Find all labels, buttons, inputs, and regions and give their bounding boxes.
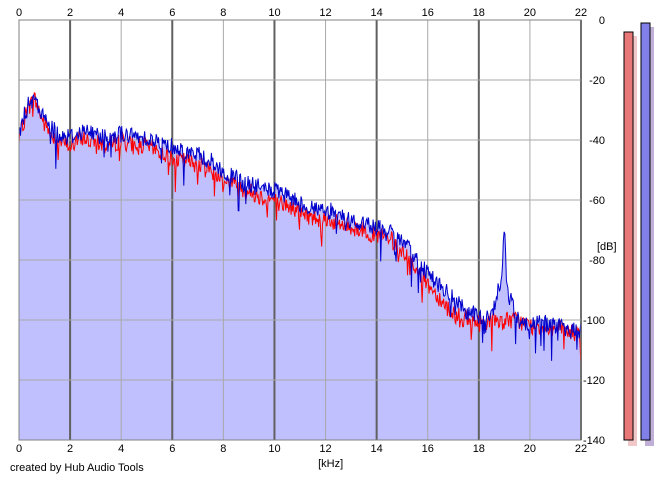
x-tick-label: 16 — [422, 443, 434, 455]
series-left-line — [18, 91, 582, 361]
y-tick-label: -40 — [589, 135, 605, 147]
spectrum-fill-area — [19, 92, 581, 441]
x-tick-label: 20 — [524, 7, 536, 19]
x-tick-label: 6 — [169, 443, 175, 455]
x-tick-label: 16 — [422, 7, 434, 19]
y-tick-label: -100 — [583, 315, 605, 327]
y-tick-label: 0 — [599, 15, 605, 27]
x-tick-label: 10 — [268, 443, 280, 455]
x-tick-label: 18 — [473, 7, 485, 19]
y-tick-label: -20 — [589, 75, 605, 87]
y-tick-label: -120 — [583, 375, 605, 387]
x-tick-label: 22 — [575, 443, 587, 455]
x-tick-label: 2 — [67, 7, 73, 19]
x-tick-label: 14 — [371, 443, 383, 455]
series-right-line — [18, 93, 582, 361]
x-tick-label: 22 — [575, 7, 587, 19]
x-tick-label: 0 — [16, 7, 22, 19]
x-tick-label: 6 — [169, 7, 175, 19]
x-tick-label: 2 — [67, 443, 73, 455]
x-tick-label: 12 — [319, 443, 331, 455]
y-tick-label: -60 — [589, 195, 605, 207]
x-axis-label: [kHz] — [318, 458, 343, 470]
y-axis-label: [dB] — [597, 241, 617, 253]
x-tick-label: 12 — [319, 7, 331, 19]
plot-border — [18, 19, 582, 441]
x-tick-label: 8 — [220, 7, 226, 19]
x-tick-label: 4 — [118, 443, 124, 455]
level-meter-right — [640, 22, 651, 441]
x-tick-label: 18 — [473, 443, 485, 455]
x-tick-label: 0 — [16, 443, 22, 455]
x-tick-label: 14 — [371, 7, 383, 19]
x-tick-label: 4 — [118, 7, 124, 19]
credit-text: created by Hub Audio Tools — [10, 462, 144, 474]
x-tick-label: 10 — [268, 7, 280, 19]
y-tick-label: -80 — [589, 255, 605, 267]
x-tick-label: 8 — [220, 443, 226, 455]
x-tick-label: 20 — [524, 443, 536, 455]
level-meter-left — [623, 31, 634, 441]
y-tick-label: -140 — [583, 435, 605, 447]
